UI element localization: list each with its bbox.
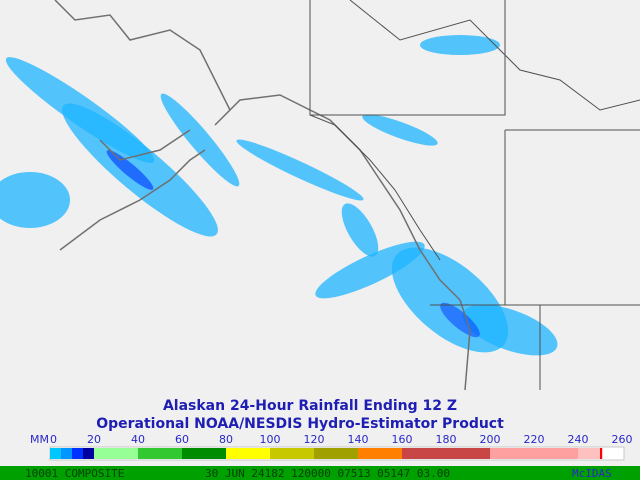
- status-left: 10001 COMPOSITE: [25, 467, 124, 480]
- colorbar-tick-label: 60: [175, 433, 189, 446]
- colorbar-segment: [138, 448, 182, 459]
- colorbar-tick-label: 240: [568, 433, 589, 446]
- subtitle: Operational NOAA/NESDIS Hydro-Estimator …: [96, 416, 504, 432]
- colorbar-tick-label: 120: [304, 433, 325, 446]
- rain-area: [0, 35, 558, 356]
- colorbar-segment: [61, 448, 72, 459]
- coastline: [54, 0, 471, 391]
- colorbar-tick-label: 260: [612, 433, 633, 446]
- status-right: McIDAS: [572, 467, 612, 480]
- colorbar-segment: [314, 448, 358, 459]
- colorbar-segment: [182, 448, 226, 459]
- border-line: [310, 0, 640, 390]
- colorbar-tick-label: 180: [436, 433, 457, 446]
- colorbar-segment: [94, 448, 138, 459]
- status-middle: 30 JUN 24182 120000 07513 05147 03.00: [205, 467, 450, 480]
- status-bar: [0, 466, 640, 480]
- border-line: [349, 0, 640, 111]
- coastline: [99, 129, 191, 161]
- colorbar-tick-label: 220: [524, 433, 545, 446]
- colorbar-segment: [50, 448, 61, 459]
- colorbar-segment: [358, 448, 402, 459]
- colorbar-tick-label: 20: [87, 433, 101, 446]
- colorbar-segment: [72, 448, 83, 459]
- colorbar-unit: MM: [30, 433, 49, 446]
- colorbar-segment: [578, 448, 600, 459]
- colorbar-tick-label: 140: [348, 433, 369, 446]
- colorbar-tick-label: 0: [50, 433, 57, 446]
- colorbar-tick-label: 40: [131, 433, 145, 446]
- colorbar-tick-label: 160: [392, 433, 413, 446]
- coastline: [59, 149, 206, 251]
- colorbar: MM 0 20 40 60 80 100 120 140 160 180 200 220 240 260: [30, 433, 633, 461]
- colorbar-segment: [226, 448, 270, 459]
- title: Alaskan 24-Hour Rainfall Ending 12 Z: [163, 398, 457, 414]
- colorbar-segment: [83, 448, 94, 459]
- colorbar-segment: [490, 448, 578, 459]
- colorbar-tick-label: 80: [219, 433, 233, 446]
- colorbar-segment: [600, 448, 603, 459]
- colorbar-tick-label: 100: [260, 433, 281, 446]
- colorbar-segment: [270, 448, 314, 459]
- colorbar-tick-label: 200: [480, 433, 501, 446]
- colorbar-segment: [402, 448, 490, 459]
- map: [0, 0, 640, 391]
